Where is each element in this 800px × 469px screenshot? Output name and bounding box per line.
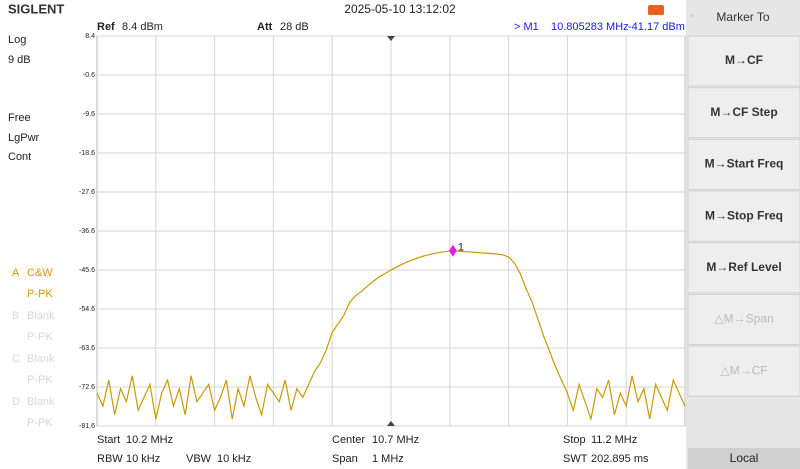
vbw: 10 kHz xyxy=(217,453,251,465)
softkey-label: △M→CF xyxy=(720,363,767,377)
local-button[interactable] xyxy=(688,448,800,469)
y-tick-label: 8.4 xyxy=(85,33,95,40)
softkey[interactable] xyxy=(687,190,800,242)
start: 10.2 MHz xyxy=(126,434,173,446)
marker-level: -41.17 dBm xyxy=(628,21,685,33)
y-tick-label: -45.6 xyxy=(79,267,95,274)
y-tick-label: -9.6 xyxy=(83,111,95,118)
main-bg xyxy=(0,0,686,469)
softkey xyxy=(687,345,800,397)
marker-label: 1 xyxy=(458,242,464,254)
datetime: 2025-05-10 13:12:02 xyxy=(344,2,456,16)
softkey[interactable] xyxy=(687,138,800,190)
marker-diamond xyxy=(448,244,457,257)
softkey-label[interactable]: M→Ref Level xyxy=(706,260,781,274)
ref-label: Ref xyxy=(97,21,115,33)
y-tick-label: -63.6 xyxy=(79,345,95,352)
ref-value: 8.4 dBm xyxy=(122,21,163,33)
stop: 11.2 MHz xyxy=(591,434,637,446)
trace-mode: Blank xyxy=(27,353,55,365)
detector: LgPwr xyxy=(8,132,40,144)
softkey-label[interactable]: M→Start Freq xyxy=(705,157,784,171)
start-label: Start xyxy=(97,434,120,446)
y-tick-label: -54.6 xyxy=(79,306,95,313)
trace xyxy=(96,250,686,422)
trace-letter: D xyxy=(12,396,20,408)
sweep: Cont xyxy=(8,151,31,163)
att-value: 28 dB xyxy=(280,21,309,33)
softkey[interactable] xyxy=(687,35,800,87)
center-label: Center xyxy=(332,434,365,446)
trace-detector: P-PK xyxy=(27,331,53,343)
span-label: Span xyxy=(332,453,358,465)
trace-letter: B xyxy=(12,310,19,322)
trace-mode: Blank xyxy=(27,396,55,408)
trigger: Free xyxy=(8,112,31,124)
softkey-title: Marker To xyxy=(716,10,769,24)
center-marker-top xyxy=(387,36,395,41)
trace-letter: C xyxy=(12,353,20,365)
trace-letter: A xyxy=(12,267,20,279)
rbw-label: RBW xyxy=(97,453,123,465)
center-marker-bottom xyxy=(387,421,395,426)
y-tick-label: -18.6 xyxy=(79,150,95,157)
marker-freq: 10.805283 MHz xyxy=(551,21,629,33)
rbw: 10 kHz xyxy=(126,453,160,465)
y-tick-label: -0.6 xyxy=(83,72,95,79)
att-label: Att xyxy=(257,21,273,33)
stop-label: Stop xyxy=(563,434,586,446)
softkey-label[interactable]: M→CF xyxy=(725,53,763,67)
softkey[interactable] xyxy=(687,242,800,294)
y-tick-label: -72.6 xyxy=(79,384,95,391)
marker-prefix: > M1 xyxy=(514,21,539,33)
swt-label: SWT xyxy=(563,453,588,465)
scale: Log xyxy=(8,34,26,46)
center: 10.7 MHz xyxy=(372,434,419,446)
trace-mode: Blank xyxy=(27,310,55,322)
softkey-label: △M→Span xyxy=(714,312,773,326)
trace-detector: P-PK xyxy=(27,417,53,429)
softkey xyxy=(687,294,800,345)
swt: 202.895 ms xyxy=(591,453,649,465)
trace-mode: C&W xyxy=(27,267,53,279)
brand: SIGLENT xyxy=(8,1,64,16)
y-tick-label: -81.6 xyxy=(79,423,95,430)
trace-detector: P-PK xyxy=(27,374,53,386)
vbw-label: VBW xyxy=(186,453,212,465)
span: 1 MHz xyxy=(372,453,404,465)
y-tick-label: -36.6 xyxy=(79,228,95,235)
softkey-label[interactable]: M→Stop Freq xyxy=(705,208,783,222)
scale-div: 9 dB xyxy=(8,54,31,66)
status-icon xyxy=(648,5,664,15)
softkey[interactable] xyxy=(687,87,800,139)
status-dots: ◦ xyxy=(690,10,694,22)
local-label[interactable]: Local xyxy=(730,451,759,465)
trace-detector: P-PK xyxy=(27,288,53,300)
y-tick-label: -27.6 xyxy=(79,189,95,196)
softkey-label[interactable]: M→CF Step xyxy=(710,105,777,119)
